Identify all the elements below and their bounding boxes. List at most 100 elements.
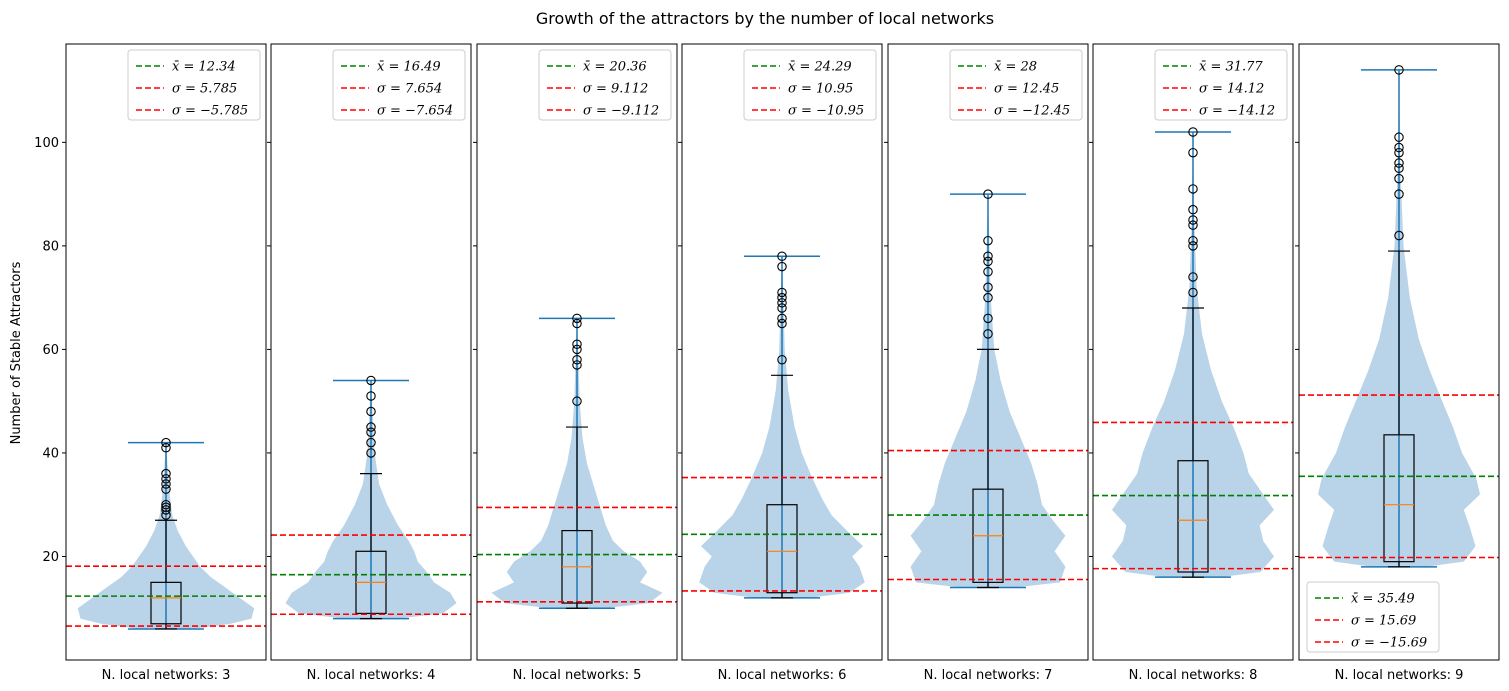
outlier-point [366, 422, 376, 432]
outlier-point [1188, 220, 1198, 230]
panel-2: N. local networks: 4 x̄ = 16.49 σ = 7.654 σ… [267, 43, 472, 683]
legend-entry: σ = 12.45 [994, 82, 1059, 97]
legend-entry: σ = −12.45 [994, 104, 1070, 119]
x-axis-label: N. local networks: 3 [102, 668, 231, 683]
outlier-point [161, 502, 171, 513]
legend-entry: σ = −10.95 [788, 104, 864, 119]
legend-entry: x̄ = 31.77 [1199, 60, 1263, 75]
outlier-point [1188, 215, 1198, 225]
legend-box [538, 49, 672, 121]
outlier-point [983, 329, 993, 339]
y-tick-label: 60 [42, 343, 59, 358]
outlier-point [1394, 132, 1404, 142]
outlier-point [1394, 65, 1404, 75]
y-tick-label: 80 [42, 239, 59, 254]
legend: x̄ = 31.77 σ = 14.12 σ = −14.12 [1154, 49, 1288, 121]
outlier-point [572, 344, 582, 355]
outlier-point [1394, 147, 1404, 158]
legend-entry: σ = 7.654 [377, 82, 442, 97]
x-axis-label: N. local networks: 6 [718, 668, 847, 683]
outlier-point [983, 313, 993, 324]
outlier-point [1394, 158, 1404, 168]
outlier-point [1188, 127, 1198, 137]
legend-entry: σ = 15.69 [1351, 614, 1416, 629]
outlier-point [983, 292, 993, 303]
x-axis-label: N. local networks: 5 [513, 668, 642, 683]
outlier-point [1394, 230, 1404, 241]
outlier-point [366, 375, 376, 386]
x-axis-label: N. local networks: 9 [1335, 668, 1464, 683]
panel-5: N. local networks: 7 x̄ = 28 σ = 12.45 σ = … [884, 43, 1089, 683]
legend-entry: x̄ = 35.49 [1351, 592, 1415, 607]
outlier-point [1188, 147, 1198, 158]
outlier-point [161, 484, 171, 494]
box-iqr [150, 581, 182, 625]
panel-frame [887, 43, 1089, 661]
outlier-point [161, 437, 171, 448]
y-tick-label: 100 [34, 136, 59, 151]
outlier-point [572, 318, 582, 329]
legend-entry: x̄ = 12.34 [172, 60, 236, 75]
outlier-point [777, 261, 787, 272]
legend-box [127, 49, 261, 121]
outlier-point [1188, 204, 1198, 215]
outlier-point [161, 443, 171, 453]
chart-title: Growth of the attractors by the number o… [536, 9, 994, 28]
panel-frame [1092, 43, 1294, 661]
x-axis-label: N. local networks: 8 [1129, 668, 1258, 683]
box-iqr [766, 504, 798, 594]
legend-entry: σ = −9.112 [583, 104, 659, 119]
outlier-point [1394, 142, 1404, 153]
box-iqr [1383, 434, 1415, 563]
outlier-point [161, 468, 171, 479]
outlier-point [983, 256, 993, 267]
outlier-point [777, 287, 787, 298]
panel-frame [65, 43, 267, 661]
panel-1: 20 40 60 80 100 N. local networks: 3 x̄ = 12.3… [34, 43, 267, 683]
outlier-point [161, 499, 171, 510]
outlier-point [366, 427, 376, 437]
panel-7: N. local networks: 9 x̄ = 35.49 σ = 15.69 σ… [1295, 43, 1500, 683]
legend: x̄ = 24.29 σ = 10.95 σ = −10.95 [743, 49, 877, 121]
outlier-point [1188, 241, 1198, 251]
legend: x̄ = 28 σ = 12.45 σ = −12.45 [949, 49, 1083, 121]
legend-entry: x̄ = 16.49 [377, 60, 441, 75]
legend-box [743, 49, 877, 121]
box-iqr [1177, 460, 1209, 573]
legend-entry: σ = 9.112 [583, 82, 648, 97]
legend-entry: σ = −15.69 [1351, 636, 1427, 651]
outlier-point [572, 313, 582, 324]
y-axis-label: Number of Stable Attractors [9, 261, 24, 444]
outlier-point [983, 282, 993, 293]
outlier-point [983, 267, 993, 277]
outlier-point [161, 474, 171, 484]
legend-box [949, 49, 1083, 121]
outlier-point [572, 360, 582, 370]
outlier-point [777, 292, 787, 303]
outlier-point [983, 189, 993, 199]
y-tick-label: 40 [42, 446, 59, 461]
legend-entry: σ = −7.654 [377, 104, 453, 119]
outlier-point [366, 406, 376, 417]
outlier-point [366, 437, 376, 448]
y-tick-label: 20 [42, 550, 59, 565]
outlier-point [777, 298, 787, 308]
panel-4: N. local networks: 6 x̄ = 24.29 σ = 10.95 σ… [678, 43, 883, 683]
outlier-point [777, 251, 787, 261]
outlier-point [1188, 235, 1198, 246]
outlier-point [366, 391, 376, 401]
outlier-point [777, 313, 787, 324]
outlier-point [1188, 184, 1198, 194]
legend-entry: σ = −5.785 [172, 104, 248, 119]
outlier-point [572, 396, 582, 406]
outlier-point [983, 251, 993, 261]
x-axis-label: N. local networks: 7 [924, 668, 1053, 683]
legend-entry: x̄ = 28 [994, 60, 1037, 75]
legend-box [332, 49, 466, 121]
outlier-point [1394, 189, 1404, 199]
outlier-point [366, 448, 376, 458]
legend-entry: x̄ = 24.29 [788, 60, 852, 75]
legend: x̄ = 35.49 σ = 15.69 σ = −15.69 [1306, 581, 1440, 653]
outlier-point [572, 355, 582, 365]
panel-6: N. local networks: 8 x̄ = 31.77 σ = 14.12 σ… [1089, 43, 1294, 683]
